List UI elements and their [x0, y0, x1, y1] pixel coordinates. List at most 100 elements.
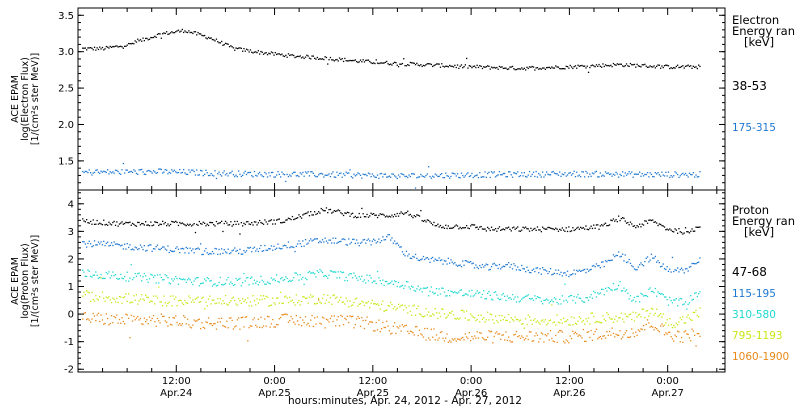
y-axis-label: ACE EPAMlog(Proton Flux)[1/(cm²s ster Me…	[10, 235, 41, 327]
data-point	[687, 176, 689, 178]
data-point	[679, 66, 681, 68]
data-point	[505, 67, 507, 69]
data-point	[627, 173, 629, 175]
data-point	[648, 176, 650, 178]
data-point	[546, 270, 548, 272]
data-point	[526, 266, 528, 268]
data-point	[259, 247, 261, 250]
data-point	[534, 175, 536, 178]
data-point	[344, 303, 346, 305]
data-point	[162, 315, 164, 318]
data-point	[598, 63, 600, 66]
data-point	[272, 249, 274, 251]
data-point	[176, 172, 178, 174]
data-point	[342, 60, 345, 63]
data-point	[646, 310, 649, 312]
data-point	[648, 315, 650, 317]
data-point	[104, 244, 106, 247]
data-point	[86, 275, 88, 278]
data-point	[566, 301, 569, 303]
data-point	[657, 224, 659, 227]
data-point	[218, 248, 220, 251]
data-point	[82, 269, 84, 271]
data-point	[394, 175, 396, 177]
data-point	[663, 226, 666, 228]
data-point	[260, 316, 262, 318]
data-point	[188, 224, 190, 226]
data-point	[578, 228, 580, 230]
data-point	[302, 214, 304, 216]
data-point	[88, 47, 90, 49]
data-point	[435, 63, 438, 65]
data-point	[594, 321, 596, 324]
data-point	[378, 238, 380, 240]
data-point	[134, 299, 136, 301]
data-point	[135, 247, 138, 249]
data-point	[471, 67, 473, 69]
data-point	[542, 319, 544, 321]
data-point	[352, 59, 354, 62]
data-point	[698, 333, 700, 335]
data-point	[370, 277, 372, 279]
data-point	[663, 324, 666, 326]
data-point	[231, 170, 233, 172]
data-point	[390, 176, 392, 178]
data-point	[110, 275, 113, 277]
data-point	[150, 273, 152, 276]
data-point	[665, 322, 667, 324]
data-point	[642, 324, 645, 327]
data-point	[658, 64, 660, 66]
data-point	[290, 280, 292, 282]
data-point	[560, 229, 562, 231]
data-point	[345, 171, 347, 173]
data-point	[485, 298, 487, 300]
data-point	[566, 340, 569, 342]
data-point	[673, 324, 675, 327]
data-point	[247, 247, 249, 249]
data-point	[455, 318, 457, 320]
data-point	[218, 317, 220, 320]
data-point	[371, 281, 373, 284]
data-point	[551, 66, 553, 68]
data-point	[266, 54, 269, 56]
data-point	[349, 215, 351, 217]
data-point	[678, 331, 680, 333]
data-point	[653, 291, 655, 294]
data-point	[338, 57, 341, 59]
data-point	[138, 319, 140, 321]
data-point	[247, 221, 249, 223]
data-point	[464, 175, 466, 177]
data-point	[194, 174, 197, 176]
data-point	[570, 66, 573, 68]
data-point	[665, 229, 667, 231]
data-point	[586, 65, 588, 67]
data-point	[84, 312, 86, 314]
data-point	[300, 245, 303, 248]
data-point	[370, 212, 372, 214]
data-point	[133, 249, 135, 251]
data-point	[282, 55, 284, 57]
data-point	[654, 67, 656, 69]
data-point	[380, 62, 383, 64]
data-point	[434, 225, 436, 227]
data-point	[662, 225, 664, 227]
data-point	[101, 244, 104, 246]
data-point	[586, 331, 588, 333]
data-point	[336, 210, 338, 212]
data-point	[686, 316, 688, 318]
data-point	[574, 302, 577, 304]
data-point	[464, 333, 466, 335]
data-point	[340, 296, 342, 298]
data-point	[661, 293, 663, 295]
data-point	[105, 45, 107, 48]
data-point	[321, 173, 324, 175]
data-point	[108, 245, 110, 247]
data-point	[523, 227, 525, 229]
data-point	[694, 334, 696, 336]
data-point	[302, 296, 304, 298]
data-point	[597, 176, 599, 178]
data-point	[632, 332, 634, 334]
data-point	[297, 55, 299, 57]
data-point	[186, 302, 189, 304]
data-point	[283, 55, 286, 58]
